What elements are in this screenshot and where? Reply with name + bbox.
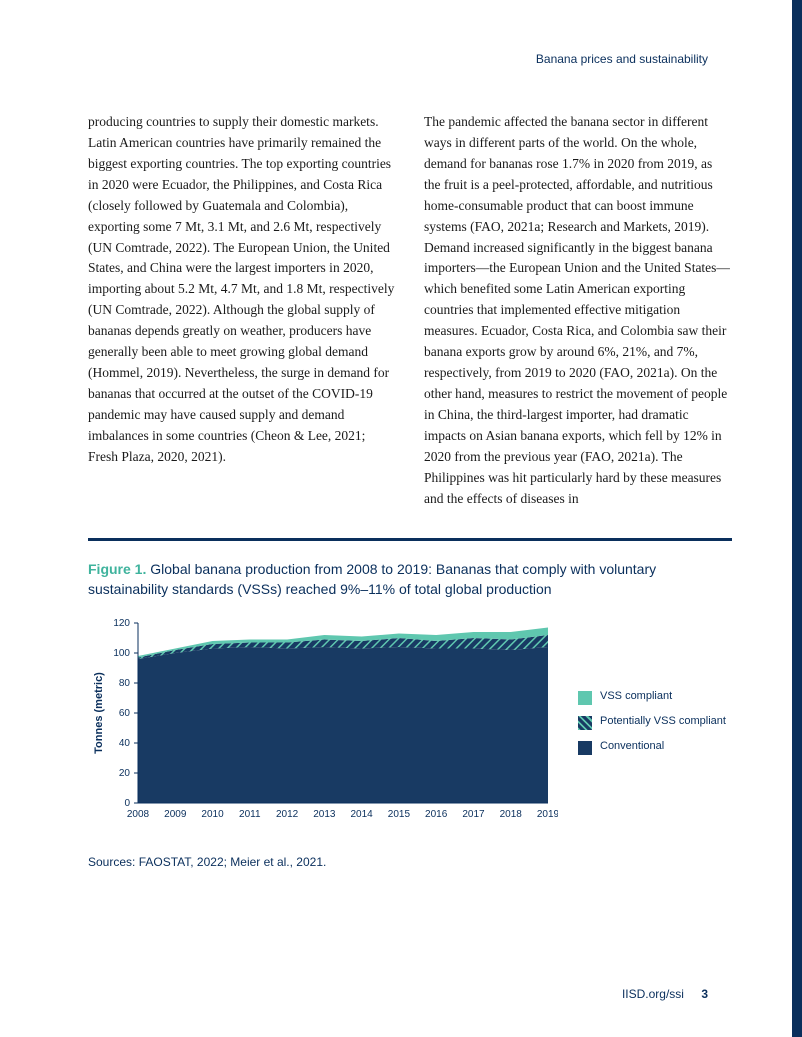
- svg-text:100: 100: [113, 648, 130, 659]
- figure-1: Figure 1. Global banana production from …: [88, 538, 732, 870]
- svg-text:2016: 2016: [425, 809, 448, 820]
- svg-text:2013: 2013: [313, 809, 336, 820]
- body-columns: producing countries to supply their dome…: [88, 112, 732, 510]
- svg-text:60: 60: [119, 708, 131, 719]
- footer-site: IISD.org/ssi: [622, 987, 684, 1001]
- area-chart: 0 20 40 60 80 100 120 Tonnes (metric) 2008 2009 20…: [88, 617, 558, 837]
- legend-item-vss: VSS compliant: [578, 690, 726, 705]
- svg-text:2017: 2017: [462, 809, 485, 820]
- figure-sources: Sources: FAOSTAT, 2022; Meier et al., 20…: [88, 855, 732, 869]
- legend-label-conventional: Conventional: [600, 740, 664, 754]
- svg-text:2014: 2014: [351, 809, 374, 820]
- figure-caption-text: Global banana production from 2008 to 20…: [88, 561, 656, 597]
- svg-text:2008: 2008: [127, 809, 150, 820]
- svg-text:2010: 2010: [201, 809, 224, 820]
- legend-label-potential: Potentially VSS compliant: [600, 715, 726, 729]
- svg-text:2009: 2009: [164, 809, 187, 820]
- svg-text:80: 80: [119, 678, 131, 689]
- svg-text:2018: 2018: [500, 809, 523, 820]
- body-column-2: The pandemic affected the banana sector …: [424, 112, 732, 510]
- page: Banana prices and sustainability produci…: [0, 0, 802, 1037]
- legend-label-vss: VSS compliant: [600, 690, 672, 704]
- running-head: Banana prices and sustainability: [536, 52, 708, 66]
- chart-legend: VSS compliant Potentially VSS compliant …: [578, 690, 726, 765]
- svg-text:2012: 2012: [276, 809, 299, 820]
- svg-text:40: 40: [119, 738, 131, 749]
- figure-label: Figure 1.: [88, 561, 146, 577]
- svg-text:20: 20: [119, 768, 131, 779]
- legend-item-conventional: Conventional: [578, 740, 726, 755]
- legend-swatch-conventional: [578, 741, 592, 755]
- svg-text:2015: 2015: [388, 809, 411, 820]
- svg-text:0: 0: [124, 798, 130, 809]
- legend-swatch-potential: [578, 716, 592, 730]
- legend-swatch-vss: [578, 691, 592, 705]
- svg-text:2019: 2019: [537, 809, 558, 820]
- legend-item-potential: Potentially VSS compliant: [578, 715, 726, 730]
- svg-text:120: 120: [113, 618, 130, 629]
- chart-container: 0 20 40 60 80 100 120 Tonnes (metric) 2008 2009 20…: [88, 617, 732, 837]
- page-footer: IISD.org/ssi 3: [622, 987, 708, 1001]
- svg-text:2011: 2011: [239, 809, 261, 820]
- page-number: 3: [701, 987, 708, 1001]
- body-column-1: producing countries to supply their dome…: [88, 112, 396, 510]
- svg-text:Tonnes (metric): Tonnes (metric): [93, 672, 105, 754]
- figure-caption: Figure 1. Global banana production from …: [88, 559, 732, 600]
